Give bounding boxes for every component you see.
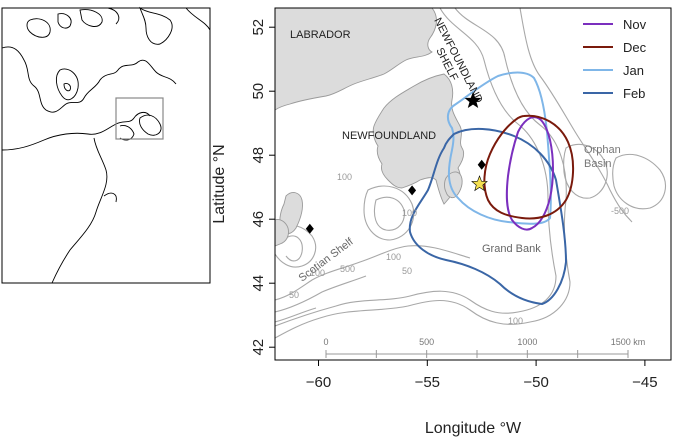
- inset-frame: [1, 7, 211, 284]
- land-masses: [275, 8, 465, 247]
- legend-label-nov: Nov: [623, 17, 647, 32]
- nova-scotia-land: [275, 219, 289, 247]
- contour-nov: [505, 116, 554, 231]
- legend-label-feb: Feb: [623, 86, 645, 101]
- label-newfoundland: NEWFOUNDLAND: [342, 130, 436, 142]
- legend: Nov Dec Jan Feb: [583, 17, 647, 101]
- scale-label: 500: [419, 337, 434, 347]
- y-tick-label: 46: [250, 211, 267, 228]
- inset-map: [1, 6, 211, 284]
- contour-label: 100: [402, 208, 417, 218]
- y-tick-label: 48: [250, 147, 267, 164]
- inset-coastlines: [1, 6, 211, 284]
- scale-bar: 0 500 1000 1500 km: [323, 337, 645, 358]
- contour-label: 100: [386, 252, 401, 262]
- star-marker: [464, 91, 482, 108]
- map-frame: [274, 7, 672, 361]
- newfoundland-land: [372, 73, 465, 205]
- x-tick-label: −60: [306, 374, 331, 391]
- x-tick-label: −50: [523, 374, 548, 391]
- x-axis-label: Longitude °W: [425, 420, 522, 437]
- y-tick-label: 42: [250, 339, 267, 356]
- y-tick-label: 50: [250, 83, 267, 100]
- main-map: LABRADOR NEWFOUNDLAND NEWFOUNDLAND SHELF…: [211, 7, 672, 437]
- contour-label: 100: [310, 268, 325, 278]
- inset-study-area-box: [115, 97, 164, 140]
- x-tick-label: −55: [415, 374, 440, 391]
- diamond-marker: [305, 223, 314, 234]
- contour-label: 100: [508, 316, 523, 326]
- scale-label: 1000: [517, 337, 537, 347]
- contour-dec: [483, 114, 574, 220]
- contour-label: -500: [611, 206, 629, 216]
- x-tick-label: −45: [632, 374, 657, 391]
- diamond-marker: [408, 185, 417, 196]
- y-tick-label: 44: [250, 275, 267, 292]
- contour-feb: [408, 128, 568, 306]
- map-axes: −60 −55 −50 −45 42 44 46 48 50 52: [250, 19, 658, 391]
- site-markers: [305, 91, 488, 234]
- labrador-land: [275, 8, 437, 111]
- diamond-marker: [477, 159, 486, 170]
- legend-label-jan: Jan: [623, 63, 644, 78]
- label-grand-bank: Grand Bank: [482, 243, 541, 255]
- scale-label: 1500 km: [611, 337, 646, 347]
- y-axis-label: Latitude °N: [211, 144, 228, 223]
- legend-label-dec: Dec: [623, 40, 647, 55]
- y-tick-label: 52: [250, 19, 267, 36]
- scale-label: 0: [323, 337, 328, 347]
- monthly-contours: [408, 71, 574, 306]
- contour-label: 50: [289, 290, 299, 300]
- contour-jan: [446, 71, 552, 225]
- label-labrador: LABRADOR: [290, 29, 351, 41]
- contour-label: 500: [340, 264, 355, 274]
- label-basin: Basin: [584, 158, 612, 170]
- bathymetry-contours: [275, 8, 666, 339]
- label-orphan: Orphan: [584, 144, 621, 156]
- contour-label: 100: [337, 172, 352, 182]
- contour-value-labels: 100 -500 100 50 100 500 100 50 100: [289, 172, 629, 326]
- star-marker: [471, 175, 488, 192]
- contour-label: 50: [402, 266, 412, 276]
